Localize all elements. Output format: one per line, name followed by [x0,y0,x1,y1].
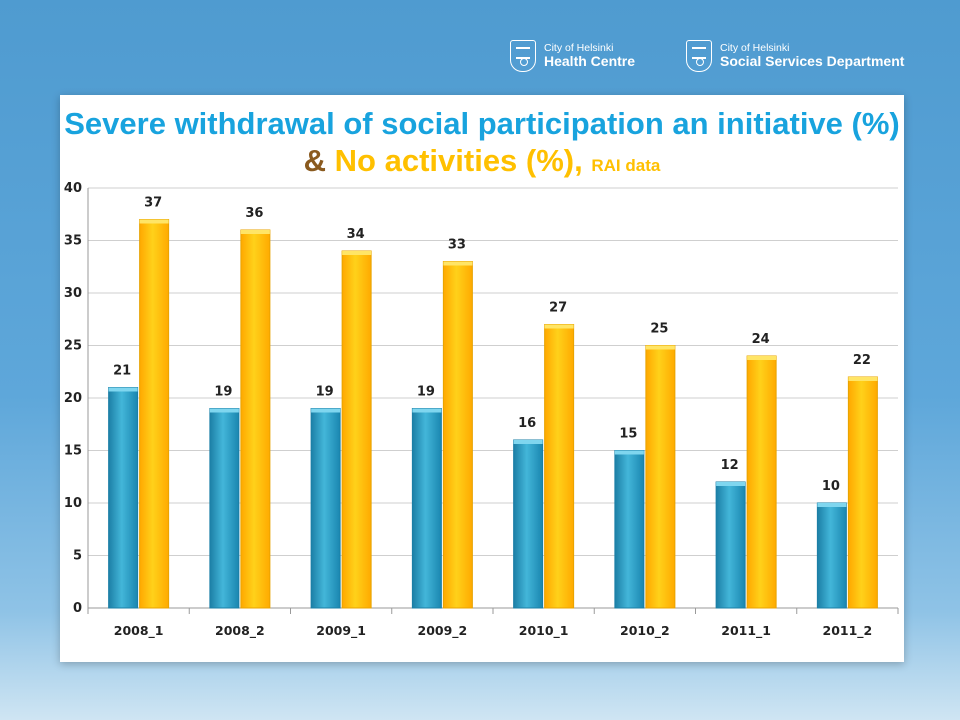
y-tick-label: 30 [64,286,82,301]
health-centre-logo: City of Helsinki Health Centre [510,38,635,74]
bar-cap [614,450,644,455]
x-tick-label: 2008_2 [215,623,265,639]
data-label: 34 [347,227,365,242]
y-tick-label: 25 [64,339,82,354]
y-tick-label: 20 [64,391,82,406]
x-tick-label: 2011_2 [823,623,873,639]
x-tick-label: 2009_2 [418,623,468,639]
y-tick-label: 5 [73,549,82,564]
bar-series1 [108,387,139,609]
social-services-logo: City of Helsinki Social Services Departm… [686,38,904,74]
x-tick-label: 2008_1 [114,623,164,639]
bar-cap [716,482,746,486]
data-label: 22 [853,353,871,368]
bar-cap [848,377,878,381]
data-label: 19 [417,385,435,400]
title-ampersand: & [303,143,327,178]
title-part1: Severe withdrawal of social participatio… [64,106,900,141]
bar-series2 [341,250,372,609]
bar-cap [443,261,473,266]
data-label: 27 [549,301,567,316]
x-tick-label: 2009_1 [316,623,366,639]
logo-line2: Health Centre [544,53,636,70]
bar-series1 [310,408,341,609]
bar-series1 [816,502,847,609]
bar-cap [108,387,138,392]
bar-cap [311,408,341,413]
data-label: 12 [721,458,739,473]
bar-cap [513,440,543,444]
data-label: 33 [448,238,466,253]
helsinki-crest-icon [510,40,536,72]
bar-cap [139,219,169,224]
logo-line1: City of Helsinki [544,42,614,55]
x-tick-label: 2010_2 [620,623,670,639]
bar-cap [817,503,847,507]
bar-cap [342,251,372,255]
helsinki-crest-icon [686,40,712,72]
data-label: 21 [113,364,131,379]
bar-series1 [209,408,240,609]
bar-series2 [746,355,777,609]
bar-series2 [442,261,473,609]
data-label: 15 [619,427,637,442]
y-tick-label: 10 [64,496,82,511]
data-label: 25 [650,322,668,337]
y-tick-label: 0 [73,601,82,616]
data-label: 36 [245,206,263,221]
bar-series1 [513,439,544,609]
bar-series2 [847,376,878,609]
bar-cap [412,408,442,413]
x-tick-label: 2011_1 [721,623,771,639]
bar-series2 [139,219,170,609]
title-part3: RAI data [591,156,661,175]
logo-line2: Social Services Department [720,53,905,70]
bar-cap [645,345,675,350]
x-tick-label: 2010_1 [519,623,569,639]
data-label: 37 [144,196,162,211]
bar-series1 [614,450,645,609]
bar-series2 [544,324,575,609]
bar-series2 [645,345,676,609]
bar-series1 [715,481,746,609]
data-label: 24 [752,332,770,347]
data-label: 16 [518,416,536,431]
y-tick-label: 35 [64,234,82,249]
bar-cap [747,356,777,360]
y-tick-label: 15 [64,444,82,459]
title-part2: No activities (%), [334,143,583,178]
bar-series1 [411,408,442,609]
chart-card: Severe withdrawal of social participatio… [60,95,904,662]
data-label: 19 [214,385,232,400]
bar-cap [544,324,574,329]
data-label: 19 [316,385,334,400]
bar-chart: 0 5 10 15 20 25 30 35 40 2008_1 21 37 2008_2 19 36 2009… [64,181,899,639]
bar-series2 [240,229,271,609]
logo-line1: City of Helsinki [720,42,790,55]
chart-title: Severe withdrawal of social participatio… [60,105,904,184]
bar-cap [240,230,270,234]
data-label: 10 [822,479,840,494]
y-tick-label: 40 [64,181,82,196]
bar-cap [209,408,239,413]
